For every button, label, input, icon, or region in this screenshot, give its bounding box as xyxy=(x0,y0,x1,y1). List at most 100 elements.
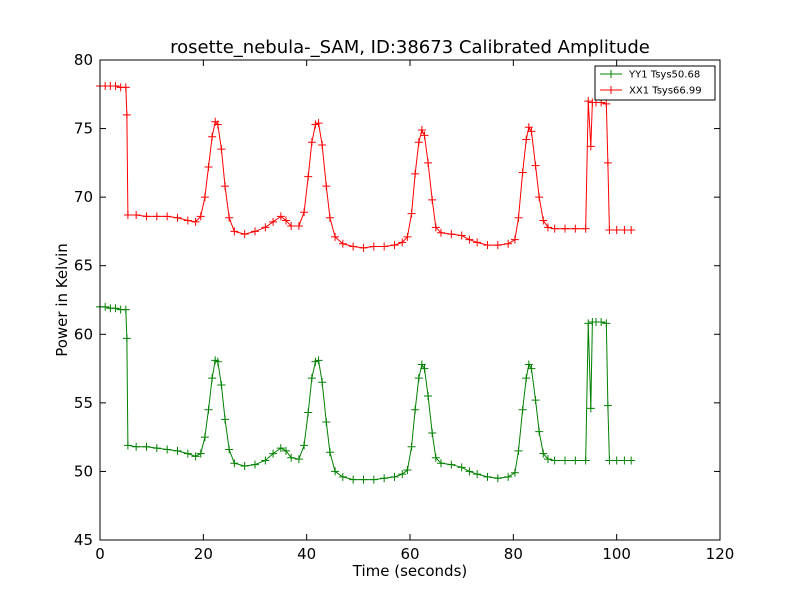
series-0-point-18 xyxy=(208,374,217,383)
series-0-point-63 xyxy=(483,472,492,481)
series-0-point-61 xyxy=(465,467,474,476)
x-tick-label: 80 xyxy=(504,545,523,563)
y-tick-label: 75 xyxy=(74,120,93,138)
series-1-point-52 xyxy=(414,138,423,147)
series-0-point-60 xyxy=(457,463,466,472)
series-0-point-89 xyxy=(620,456,629,465)
series-1-point-64 xyxy=(493,241,502,250)
series-1-point-40 xyxy=(325,213,334,222)
series-1-point-59 xyxy=(447,230,456,239)
series-1-point-41 xyxy=(331,232,340,241)
series-0-point-15 xyxy=(196,449,205,458)
series-1-point-24 xyxy=(230,227,239,236)
series-0-point-30 xyxy=(282,446,290,455)
series-1-point-62 xyxy=(473,238,482,247)
series-1-point-74 xyxy=(539,216,548,225)
series-0-point-7 xyxy=(123,441,132,450)
series-1-point-51 xyxy=(411,169,420,178)
series-1-point-29 xyxy=(276,212,285,221)
legend-label: XX1 Tsys66.99 xyxy=(629,86,702,97)
series-1-point-78 xyxy=(571,224,580,233)
series-1-point-61 xyxy=(465,235,474,244)
series-1-point-48 xyxy=(398,238,407,247)
series-1-point-67 xyxy=(514,213,523,222)
series-0-point-27 xyxy=(261,456,270,465)
series-0-point-32 xyxy=(294,455,303,464)
series-1-point-50 xyxy=(407,209,416,218)
series-1-point-76 xyxy=(550,224,559,233)
series-0-point-45 xyxy=(369,475,378,484)
series-0-point-28 xyxy=(269,449,278,458)
series-0-point-11 xyxy=(163,445,172,454)
series-1-point-28 xyxy=(269,217,278,226)
series-0-point-70 xyxy=(524,360,533,369)
series-0-point-47 xyxy=(390,472,399,481)
series-0-point-67 xyxy=(514,446,523,455)
series-0-point-76 xyxy=(550,456,559,465)
series-0-point-80 xyxy=(584,319,593,328)
series-1-point-57 xyxy=(431,223,440,232)
series-1-point-10 xyxy=(152,212,161,221)
series-1-point-38 xyxy=(318,141,327,150)
series-1-point-17 xyxy=(204,162,213,171)
series-0-point-75 xyxy=(543,455,552,464)
series-0-point-3 xyxy=(111,304,120,313)
series-0-point-25 xyxy=(240,461,249,470)
series-0-point-50 xyxy=(407,442,416,451)
series-0-point-8 xyxy=(132,442,141,451)
series-0-point-23 xyxy=(225,445,234,454)
series-0-point-35 xyxy=(307,374,316,383)
series-1-point-16 xyxy=(200,193,209,202)
series-0-point-85 xyxy=(602,319,611,328)
x-tick-label: 120 xyxy=(706,545,735,563)
series-0-point-84 xyxy=(597,317,606,326)
y-tick-label: 45 xyxy=(74,531,93,549)
series-1-point-66 xyxy=(510,235,519,244)
series-1-point-32 xyxy=(294,221,303,230)
series-1-point-34 xyxy=(304,172,313,181)
y-tick-label: 60 xyxy=(74,325,93,343)
legend-marker-0 xyxy=(607,70,615,78)
series-1-point-73 xyxy=(535,193,544,202)
series-0-point-20 xyxy=(213,357,222,366)
series-1-point-87 xyxy=(605,226,614,235)
series-0-point-44 xyxy=(359,475,368,484)
series-1-point-31 xyxy=(287,221,296,230)
series-0-point-38 xyxy=(318,378,327,387)
series-1-point-20 xyxy=(213,120,222,129)
series-0-point-73 xyxy=(535,427,544,436)
y-tick-label: 70 xyxy=(74,188,93,206)
series-0-point-12 xyxy=(173,446,182,455)
series-0-point-68 xyxy=(518,405,527,414)
series-1-point-5 xyxy=(121,83,130,92)
series-1-point-14 xyxy=(191,217,200,226)
series-0-point-55 xyxy=(424,392,433,400)
series-0-point-41 xyxy=(331,467,340,476)
y-tick-label: 65 xyxy=(74,257,93,275)
series-0-point-39 xyxy=(322,418,331,427)
series-0-point-51 xyxy=(411,405,420,414)
x-tick-label: 40 xyxy=(297,545,316,563)
series-1-point-7 xyxy=(123,210,132,219)
series-1-point-54 xyxy=(420,131,429,140)
series-1-point-46 xyxy=(380,242,389,251)
series-1-point-15 xyxy=(196,212,205,221)
series-1-point-11 xyxy=(163,212,172,221)
series-0-point-65 xyxy=(504,472,513,481)
series-1-point-12 xyxy=(173,213,182,222)
series-0-point-59 xyxy=(447,460,456,469)
series-1-point-47 xyxy=(390,241,399,250)
series-0-point-69 xyxy=(522,374,531,383)
series-1-point-58 xyxy=(437,228,445,237)
series-1-point-35 xyxy=(307,138,316,147)
series-1-point-45 xyxy=(369,242,378,251)
chart-title: rosette_nebula-_SAM, ID:38673 Calibrated… xyxy=(170,37,650,58)
series-0-point-62 xyxy=(473,470,482,479)
series-1-point-33 xyxy=(300,208,309,217)
series-0-point-48 xyxy=(398,470,407,479)
series-0-point-64 xyxy=(493,474,502,483)
series-1-point-42 xyxy=(338,239,347,248)
y-axis-title: Power in Kelvin xyxy=(53,243,71,357)
legend-box xyxy=(594,65,716,101)
